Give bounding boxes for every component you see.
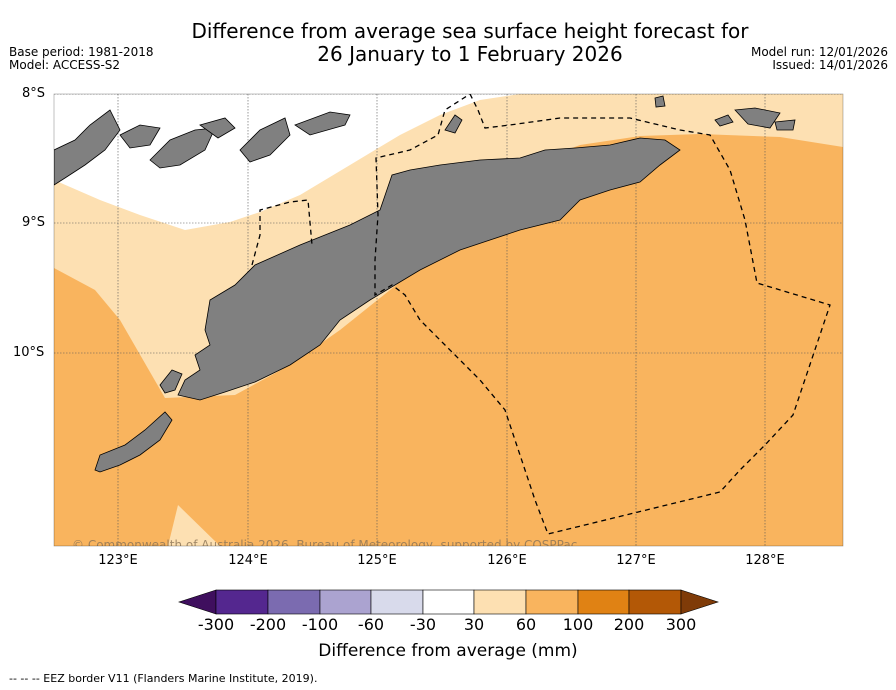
colorbar-tick: 30 [463, 615, 485, 634]
chart-title: Difference from average sea surface heig… [140, 20, 800, 66]
colorbar-tick: -300 [197, 615, 235, 634]
colorbar-extend-low [178, 589, 217, 615]
land-flores-east [54, 109, 121, 186]
land-lembata [149, 127, 216, 169]
field-neutral [54, 94, 520, 230]
model-name: Model: ACCESS-S2 [9, 58, 121, 72]
issued-date: Issued: 14/01/2026 [772, 58, 888, 72]
field-30-60-corner [168, 505, 220, 546]
colorbar-label: Difference from average (mm) [318, 641, 578, 661]
base-period: Base period: 1981-2018 [9, 45, 154, 59]
colorbar-bin-1 [215, 589, 269, 615]
meta-right: Model run: 12/01/2026 Issued: 14/01/2026 [751, 46, 888, 72]
land-semau [159, 369, 183, 394]
colorbar-bin-3 [319, 589, 372, 615]
eez-legend-note: -- -- -- EEZ border V11 (Flanders Marine… [9, 672, 318, 685]
lon-label-124e: 124°E [228, 553, 268, 568]
land-pantar [199, 117, 236, 139]
land-wetar [294, 111, 351, 136]
map-frame [53, 93, 844, 547]
title-line-2: 26 January to 1 February 2026 [317, 42, 623, 66]
eez-border [251, 94, 831, 535]
meta-left: Base period: 1981-2018 Model: ACCESS-S2 [9, 46, 154, 72]
colorbar-bin-5 [422, 589, 475, 615]
colorbar-tick: -60 [357, 615, 385, 634]
colorbar [178, 589, 719, 615]
colorbar-bin-9 [628, 589, 682, 615]
map-area: © Commonwealth of Australia 2026, Bureau… [54, 94, 843, 552]
land-small-2 [714, 114, 734, 127]
map-copyright: © Commonwealth of Australia 2026, Bureau… [72, 538, 577, 552]
lon-label-128e: 128°E [745, 553, 785, 568]
lat-label-8s: 8°S [22, 86, 46, 101]
land-solor [119, 124, 161, 149]
model-run: Model run: 12/01/2026 [750, 45, 888, 59]
colorbar-tick: 100 [562, 615, 594, 634]
colorbar-bin-7 [525, 589, 579, 615]
land-small-1 [654, 95, 666, 108]
colorbar-tick: -30 [409, 615, 437, 634]
colorbar-tick: 200 [613, 615, 645, 634]
colorbar-bin-4 [370, 589, 424, 615]
colorbar-tick: 300 [665, 615, 697, 634]
land-small-3 [734, 107, 781, 129]
colorbar-bin-8 [577, 589, 630, 615]
colorbar-extend-high [680, 589, 719, 615]
land-atauro [444, 114, 463, 134]
lon-label-126e: 126°E [487, 553, 527, 568]
colorbar-tick: 60 [515, 615, 537, 634]
lat-label-10s: 10°S [13, 345, 45, 360]
land-alor [239, 117, 291, 163]
lat-label-9s: 9°S [22, 215, 46, 230]
lon-label-123e: 123°E [98, 553, 138, 568]
colorbar-bin-2 [267, 589, 321, 615]
land-timor [177, 137, 681, 401]
colorbar-tick: -200 [249, 615, 287, 634]
colorbar-tick: -100 [301, 615, 339, 634]
land-small-4 [774, 119, 796, 131]
lon-label-127e: 127°E [616, 553, 656, 568]
title-line-1: Difference from average sea surface heig… [191, 19, 749, 43]
lon-label-125e: 125°E [357, 553, 397, 568]
land-rote [94, 411, 173, 473]
colorbar-bin-6 [473, 589, 527, 615]
